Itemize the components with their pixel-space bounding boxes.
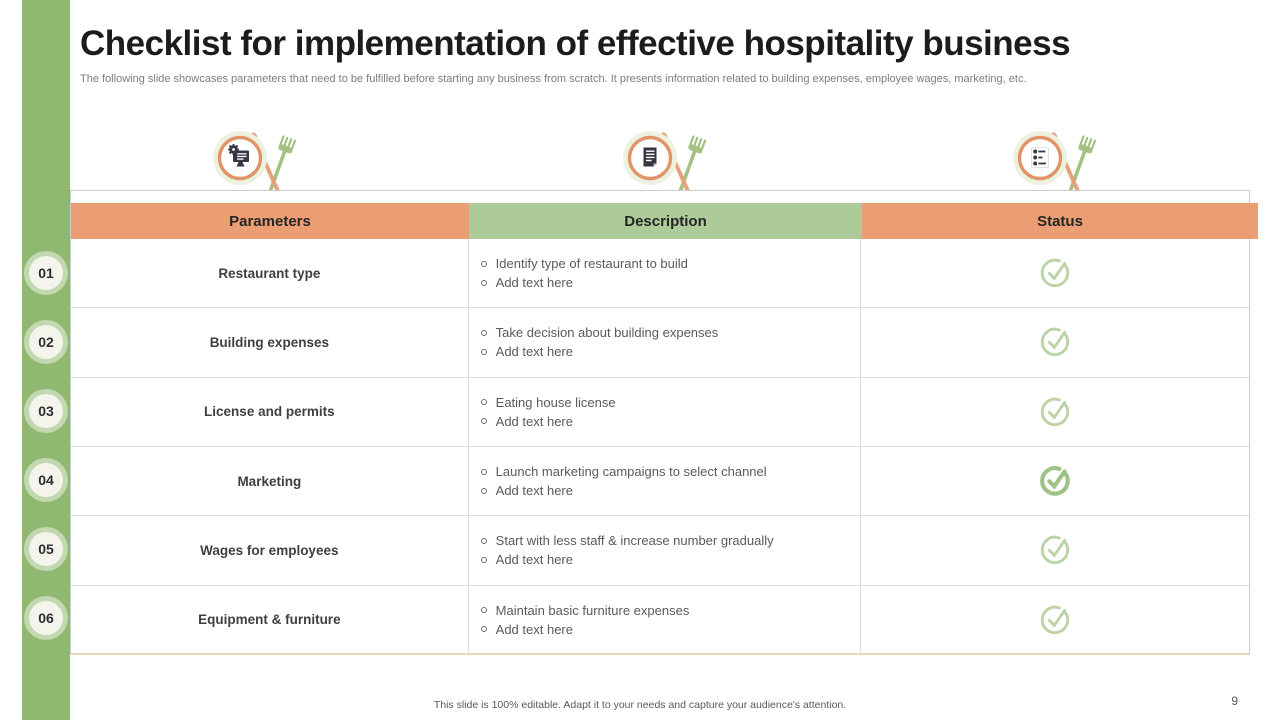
description-line: Add text here bbox=[495, 344, 573, 360]
bullet-icon bbox=[480, 329, 487, 336]
bullet-icon bbox=[480, 607, 487, 614]
bullet-icon bbox=[480, 626, 487, 633]
description-line: Add text here bbox=[495, 413, 573, 429]
row-number-badge: 01 bbox=[29, 255, 63, 290]
row-number-badges: 01 02 03 04 05 06 bbox=[24, 238, 68, 653]
row-number-badge: 04 bbox=[29, 463, 63, 498]
table-row: Restaurant type Identify type of restaur… bbox=[71, 239, 1249, 309]
table-row: Equipment & furniture Maintain basic fur… bbox=[71, 585, 1249, 654]
description-line: Add text here bbox=[495, 483, 573, 499]
table-row: Wages for employees Start with less staf… bbox=[71, 516, 1249, 586]
column-header-status: Status bbox=[862, 203, 1258, 239]
checklist-table: Parameters Description Status Restaurant… bbox=[70, 190, 1258, 655]
description-line: Take decision about building expenses bbox=[495, 325, 719, 341]
bullet-icon bbox=[480, 399, 487, 406]
bullet-icon bbox=[480, 418, 487, 425]
status-cell bbox=[861, 378, 1249, 446]
description-line: Eating house license bbox=[495, 394, 616, 410]
status-cell bbox=[861, 308, 1249, 376]
status-cell bbox=[861, 516, 1249, 584]
row-number-badge: 02 bbox=[29, 324, 63, 359]
bullet-icon bbox=[480, 537, 487, 544]
column-header-description: Description bbox=[469, 203, 862, 239]
checkmark-icon bbox=[1038, 464, 1072, 498]
description-line: Add text here bbox=[495, 621, 573, 637]
checkmark-icon bbox=[1038, 533, 1072, 567]
parameter-cell: Building expenses bbox=[71, 308, 469, 377]
bullet-icon bbox=[480, 468, 487, 475]
bullet-icon bbox=[480, 260, 487, 267]
footer-note: This slide is 100% editable. Adapt it to… bbox=[433, 699, 847, 711]
bullet-icon bbox=[480, 279, 487, 286]
description-cell: Start with less staff & increase number … bbox=[469, 516, 862, 585]
description-cell: Take decision about building expenses Ad… bbox=[469, 308, 862, 377]
table-row: Building expenses Take decision about bu… bbox=[71, 308, 1249, 378]
page-title: Checklist for implementation of effectiv… bbox=[80, 24, 1071, 63]
bullet-icon bbox=[480, 556, 487, 563]
checkmark-icon bbox=[1038, 325, 1072, 359]
checkmark-icon bbox=[1038, 256, 1072, 290]
status-cell bbox=[861, 586, 1249, 654]
page-number: 9 bbox=[1231, 694, 1238, 708]
parameter-cell: Restaurant type bbox=[71, 239, 469, 308]
plate-document-fork-icon bbox=[602, 120, 722, 200]
description-cell: Identify type of restaurant to build Add… bbox=[469, 239, 862, 308]
description-line: Maintain basic furniture expenses bbox=[495, 602, 690, 618]
plate-monitor-gear-fork-icon bbox=[192, 120, 312, 200]
parameter-cell: Equipment & furniture bbox=[71, 585, 469, 654]
plate-checklist-fork-icon bbox=[992, 120, 1112, 200]
decorative-icons-row bbox=[0, 120, 1280, 200]
row-number-badge: 06 bbox=[29, 601, 63, 636]
description-line: Start with less staff & increase number … bbox=[495, 533, 774, 549]
column-header-parameters: Parameters bbox=[71, 203, 469, 239]
table-header-row: Parameters Description Status bbox=[71, 203, 1258, 239]
row-number-badge: 03 bbox=[29, 393, 63, 428]
description-cell: Maintain basic furniture expenses Add te… bbox=[469, 585, 862, 654]
status-cell bbox=[861, 447, 1249, 515]
table-row: Marketing Launch marketing campaigns to … bbox=[71, 446, 1249, 517]
description-line: Launch marketing campaigns to select cha… bbox=[495, 464, 767, 480]
description-cell: Launch marketing campaigns to select cha… bbox=[469, 446, 862, 516]
parameter-cell: Marketing bbox=[71, 446, 469, 516]
parameter-cell: License and permits bbox=[71, 377, 469, 446]
description-line: Identify type of restaurant to build bbox=[495, 256, 688, 272]
bullet-icon bbox=[480, 487, 487, 494]
parameter-cell: Wages for employees bbox=[71, 516, 469, 585]
bullet-icon bbox=[480, 348, 487, 355]
description-cell: Eating house license Add text here bbox=[469, 377, 862, 446]
status-cell bbox=[861, 239, 1249, 307]
checkmark-icon bbox=[1038, 395, 1072, 429]
table-row: License and permits Eating house license… bbox=[71, 377, 1249, 447]
description-line: Add text here bbox=[495, 552, 573, 568]
left-accent-bar bbox=[22, 0, 70, 720]
description-line: Add text here bbox=[495, 275, 573, 291]
row-number-badge: 05 bbox=[29, 532, 63, 567]
page-subtitle: The following slide showcases parameters… bbox=[80, 73, 1027, 85]
checkmark-icon bbox=[1038, 603, 1072, 637]
